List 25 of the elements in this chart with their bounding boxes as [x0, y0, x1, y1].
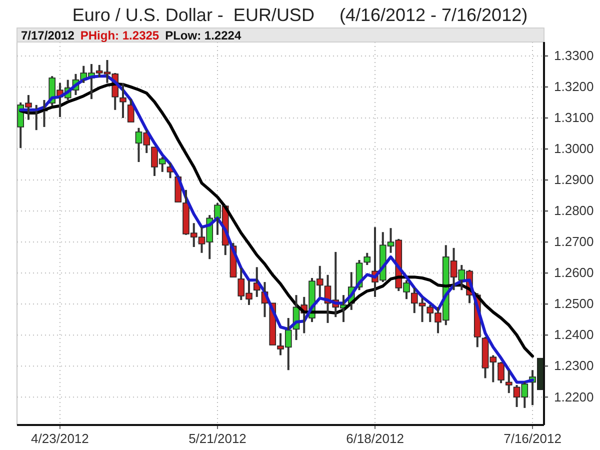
annotation: 7/17/2012: [21, 28, 75, 42]
candlestick: [120, 82, 126, 119]
x-tick-label: 4/23/2012: [31, 431, 89, 446]
annotation: PHigh: 1.2325: [80, 28, 160, 42]
chart-title: Euro / U.S. Dollar - EUR/USD (4/16/2012 - 7/16/2012): [72, 5, 528, 25]
y-tick-label: 1.2900: [554, 172, 594, 188]
x-tick-label: 5/21/2012: [188, 431, 246, 446]
candlestick: [127, 98, 134, 122]
y-tick-label: 1.2200: [554, 389, 594, 404]
y-tick-label: 1.3100: [554, 110, 594, 126]
candlestick: [364, 252, 371, 266]
candlestick: [505, 369, 512, 394]
y-tick-label: 1.2600: [554, 265, 594, 280]
x-tick-label: 6/18/2012: [346, 431, 404, 446]
x-tick-label: 7/16/2012: [504, 431, 562, 446]
annotation: PLow: 1.2224: [165, 28, 242, 42]
y-tick-label: 1.2500: [554, 296, 594, 312]
y-tick-label: 1.3000: [554, 141, 594, 156]
y-tick-label: 1.2800: [554, 203, 594, 218]
candlestick: [498, 361, 504, 384]
y-tick-label: 1.2400: [554, 327, 594, 342]
y-tick-label: 1.2300: [554, 358, 594, 374]
y-tick-label: 1.3200: [554, 79, 594, 94]
y-tick-label: 1.3300: [554, 48, 594, 64]
y-tick-label: 1.2700: [554, 234, 594, 250]
